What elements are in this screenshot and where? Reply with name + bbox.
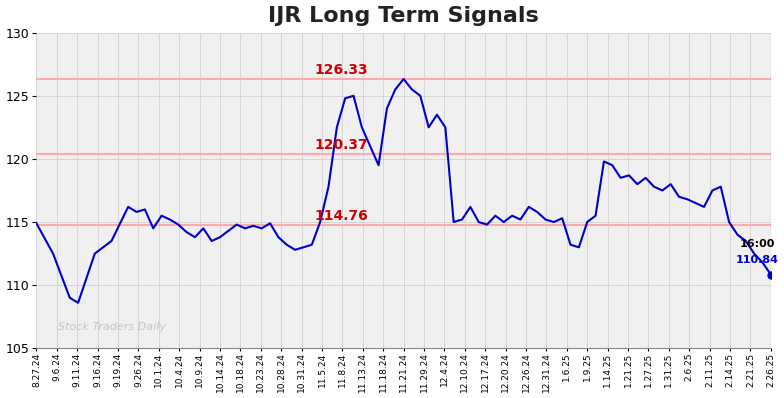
- Title: IJR Long Term Signals: IJR Long Term Signals: [268, 6, 539, 25]
- Text: 114.76: 114.76: [314, 209, 368, 223]
- Text: 126.33: 126.33: [314, 63, 368, 77]
- Text: 110.84: 110.84: [735, 256, 779, 265]
- Text: 120.37: 120.37: [314, 139, 368, 152]
- Text: 16:00: 16:00: [739, 239, 775, 249]
- Text: Stock Traders Daily: Stock Traders Daily: [59, 322, 166, 332]
